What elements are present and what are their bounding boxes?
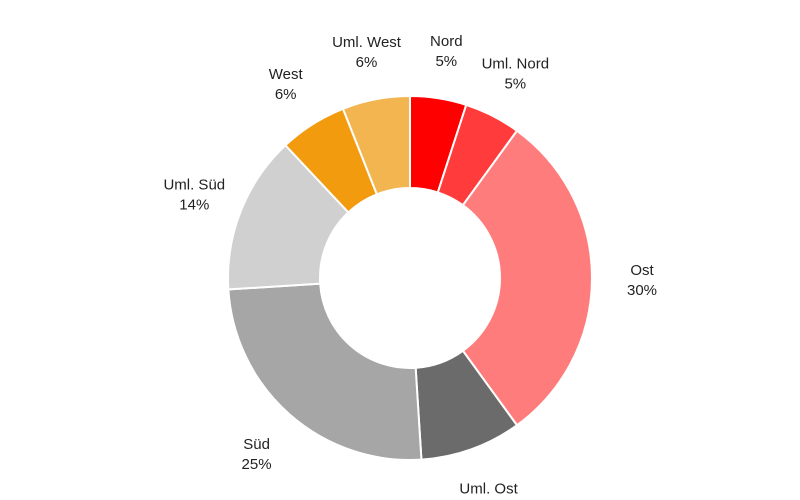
slice-label-uml-nord: Uml. Nord [482, 55, 550, 72]
slice-value-uml-west: 6% [356, 54, 378, 71]
slice-sued [227, 282, 423, 461]
slice-uml-west [341, 94, 411, 196]
donut-slices [227, 94, 593, 461]
slice-value-uml-sued: 14% [179, 197, 209, 214]
slice-value-uml-nord: 5% [504, 75, 526, 92]
slice-label-uml-west: Uml. West [332, 34, 402, 51]
slice-value-ost: 30% [627, 282, 657, 299]
slice-label-west: West [269, 66, 304, 83]
slice-value-nord: 5% [435, 53, 457, 70]
slice-label-ost: Ost [630, 262, 654, 279]
slice-value-west: 6% [275, 86, 297, 103]
slice-ost [461, 129, 593, 427]
slice-label-uml-ost: Uml. Ost [459, 480, 518, 497]
slice-label-sued: Süd [243, 436, 270, 453]
slice-value-sued: 25% [242, 456, 272, 473]
slice-label-uml-sued: Uml. Süd [163, 177, 225, 194]
slice-label-nord: Nord [430, 33, 463, 50]
